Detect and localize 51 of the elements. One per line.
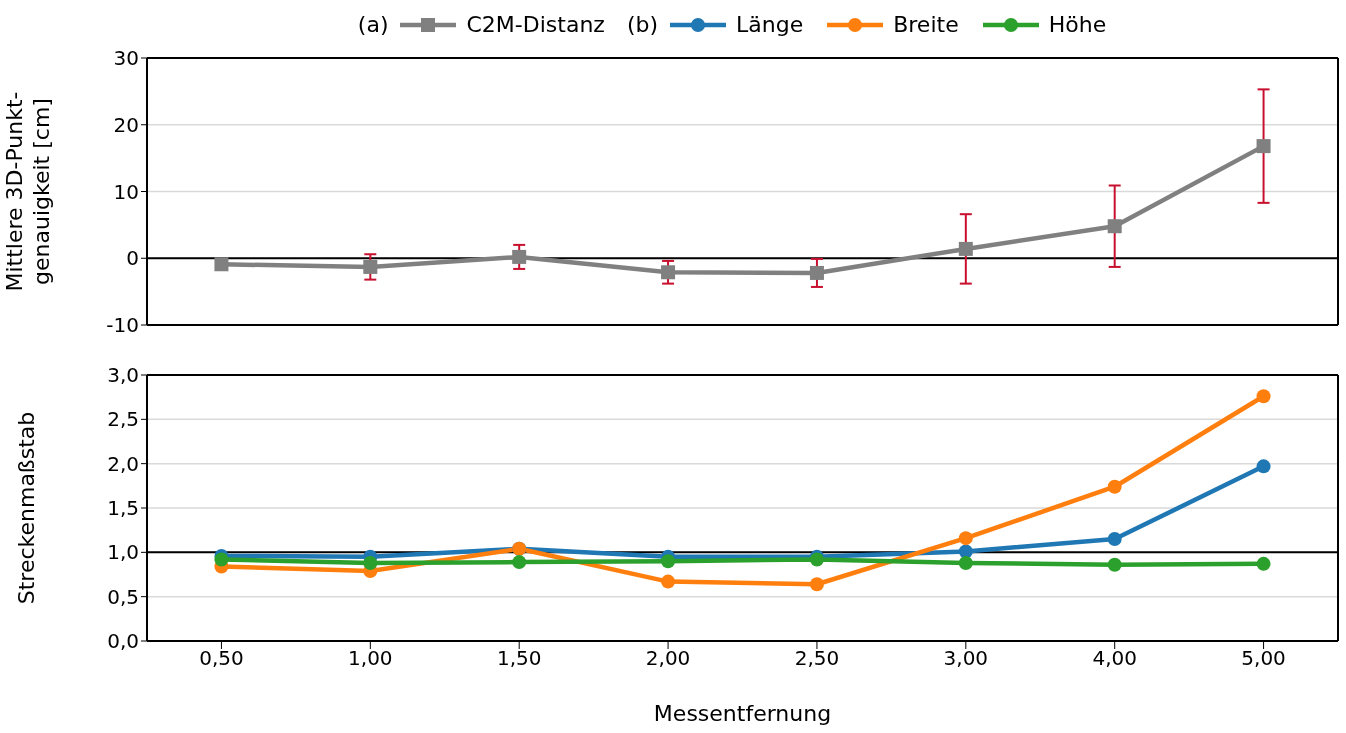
legend-label: C2M-Distanz bbox=[465, 12, 605, 37]
y-axis-title: Mittlere 3D-Punkt-genauigkeit [cm] bbox=[2, 91, 54, 292]
point bbox=[512, 555, 527, 570]
y-tick-label: 2,5 bbox=[107, 407, 139, 432]
y-tick-label: 20 bbox=[113, 112, 139, 137]
point bbox=[214, 257, 229, 272]
text: (a) bbox=[357, 12, 389, 37]
point bbox=[958, 555, 973, 570]
x-tick-label: 1,00 bbox=[348, 646, 393, 671]
point bbox=[1256, 459, 1271, 474]
y-tick-label: 0,0 bbox=[107, 629, 139, 654]
legend-label: Länge bbox=[735, 12, 804, 37]
point bbox=[809, 577, 824, 592]
x-tick-label: 4,00 bbox=[1092, 646, 1137, 671]
point bbox=[1256, 389, 1271, 404]
point bbox=[809, 265, 824, 280]
y-tick-label: 0,5 bbox=[107, 584, 139, 609]
y-tick-label: 10 bbox=[113, 179, 139, 204]
y-tick-label: 1,0 bbox=[107, 540, 139, 565]
x-tick-label: 2,50 bbox=[794, 646, 840, 671]
point bbox=[512, 249, 527, 264]
x-tick-label: 0,50 bbox=[199, 646, 244, 671]
point bbox=[1107, 219, 1122, 234]
point bbox=[1256, 556, 1271, 571]
y-tick-label: 3,0 bbox=[107, 363, 139, 388]
point bbox=[958, 241, 973, 256]
point bbox=[661, 265, 676, 280]
y-tick-label: 0 bbox=[126, 246, 139, 271]
point bbox=[958, 531, 973, 546]
y-axis-title: Streckenmaßstab bbox=[14, 411, 39, 605]
point bbox=[661, 574, 676, 589]
y-tick-label: 30 bbox=[113, 46, 139, 71]
legend-label: Höhe bbox=[1047, 12, 1107, 37]
point bbox=[1256, 139, 1271, 154]
point bbox=[214, 552, 229, 567]
x-tick-label: 3,00 bbox=[943, 646, 989, 671]
x-axis-title: Messentfernung bbox=[653, 701, 832, 726]
point bbox=[363, 555, 378, 570]
text: (b) bbox=[626, 12, 659, 37]
point bbox=[1107, 479, 1122, 494]
x-tick-label: 5,00 bbox=[1241, 646, 1286, 671]
point bbox=[1107, 532, 1122, 547]
y-tick-label: 1,5 bbox=[107, 496, 139, 521]
legend-label: Breite bbox=[892, 12, 959, 37]
y-tick-label: 2,0 bbox=[107, 451, 139, 476]
x-tick-label: 2,00 bbox=[645, 646, 691, 671]
point bbox=[363, 259, 378, 274]
point bbox=[1107, 557, 1122, 572]
y-tick-label: -10 bbox=[106, 313, 139, 338]
x-tick-label: 1,50 bbox=[496, 646, 542, 671]
point bbox=[661, 554, 676, 569]
